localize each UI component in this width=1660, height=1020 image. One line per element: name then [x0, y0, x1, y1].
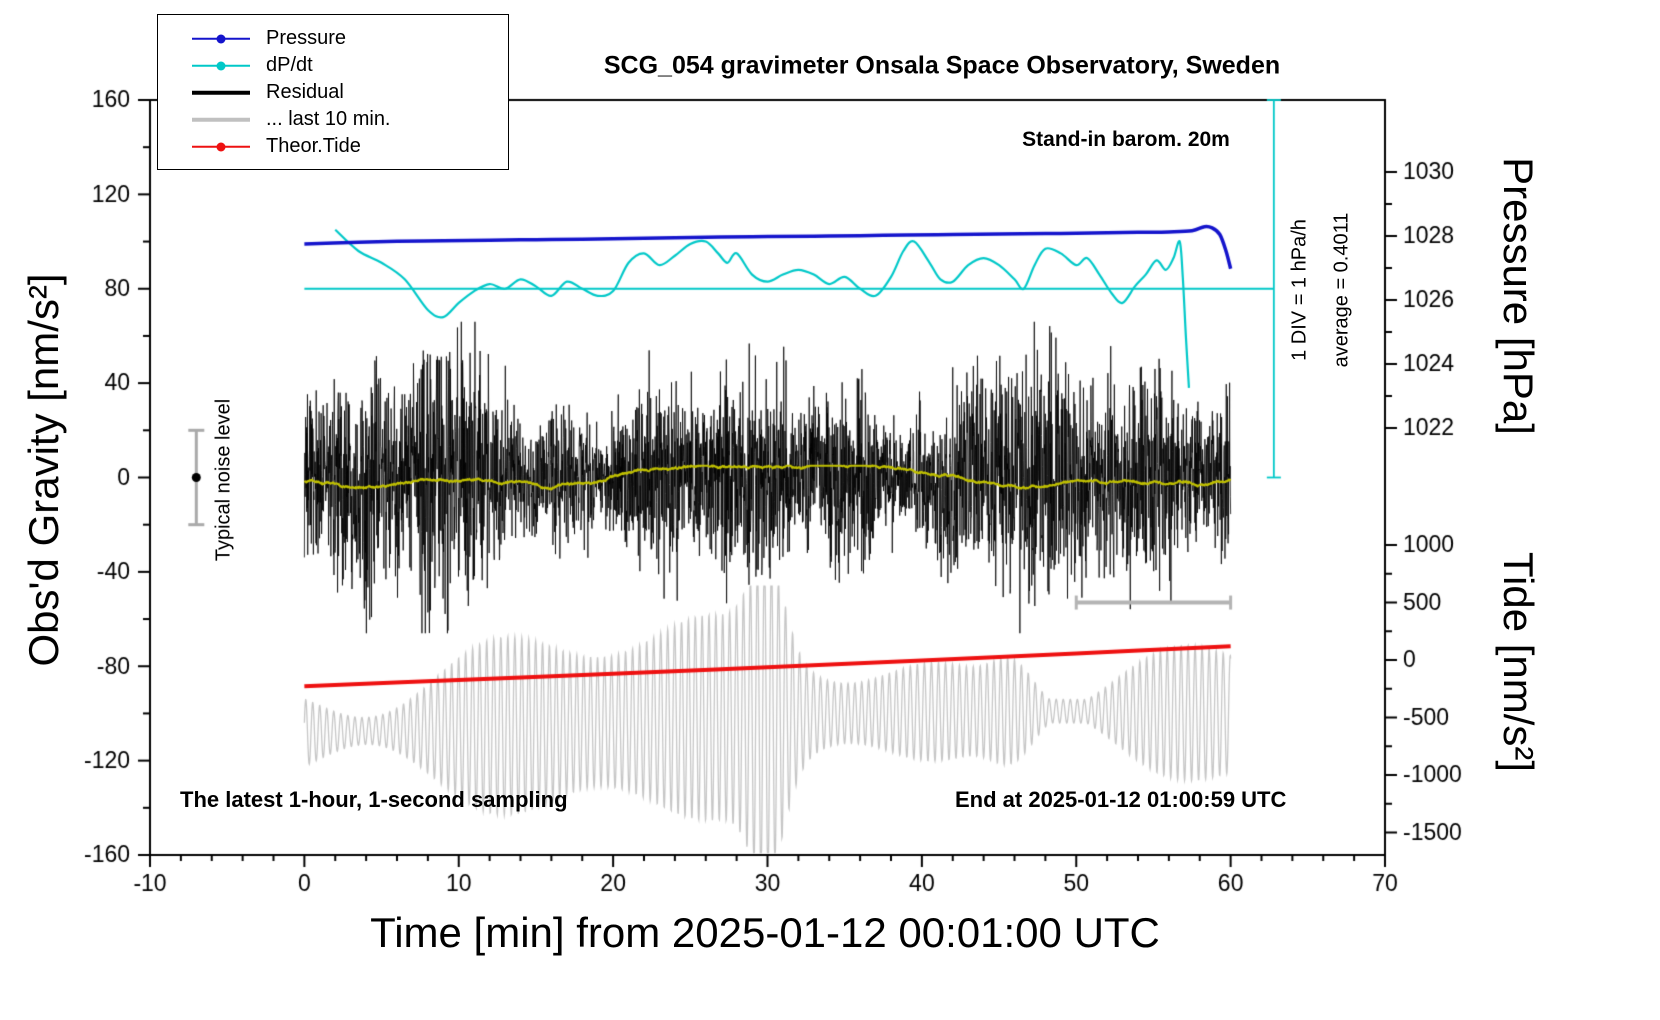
end-time-annotation: End at 2025-01-12 01:00:59 UTC [955, 787, 1287, 812]
legend-dot [216, 34, 226, 43]
barometer-annotation: Stand-in barom. 20m [1022, 128, 1230, 151]
legend-item-pressure: Pressure [192, 25, 508, 52]
legend-marker-theor-tide [192, 140, 250, 153]
legend-dot [216, 61, 226, 70]
legend-marker-residual [192, 86, 250, 99]
legend-item-residual: Residual [192, 79, 508, 106]
legend-label: ... last 10 min. [266, 108, 391, 130]
legend-label: dP/dt [266, 54, 313, 76]
chart-title: SCG_054 gravimeter Onsala Space Observat… [603, 51, 1281, 80]
legend-item-dpdt: dP/dt [192, 52, 508, 79]
legend: Pressure dP/dt Residual ... last 10 min.… [157, 14, 509, 170]
legend-marker-pressure [192, 32, 250, 45]
legend-item-last10: ... last 10 min. [192, 106, 508, 133]
x-axis-label: Time [min] from 2025-01-12 00:01:00 UTC [370, 909, 1160, 956]
legend-line [192, 117, 250, 122]
y-axis-label-gravity: Obs'd Gravity [nm/s²] [20, 273, 67, 667]
average-annotation: average = 0.4011 [1330, 212, 1353, 368]
sampling-annotation: The latest 1-hour, 1-second sampling [180, 787, 568, 812]
legend-dot [216, 142, 226, 151]
legend-label: Pressure [266, 27, 347, 49]
div-scale-annotation: 1 DIV = 1 hPa/h [1288, 219, 1311, 361]
legend-marker-last10 [192, 113, 250, 126]
legend-line [192, 90, 250, 95]
noise-level-annotation: Typical noise level [212, 398, 235, 562]
legend-marker-dpdt [192, 59, 250, 72]
y-axis-label-pressure: Pressure [hPa] [1495, 157, 1542, 435]
y-axis-label-tide: Tide [nm/s²] [1495, 551, 1542, 773]
legend-label: Theor.Tide [266, 135, 361, 157]
legend-label: Residual [266, 81, 344, 103]
legend-item-theor-tide: Theor.Tide [192, 133, 508, 160]
